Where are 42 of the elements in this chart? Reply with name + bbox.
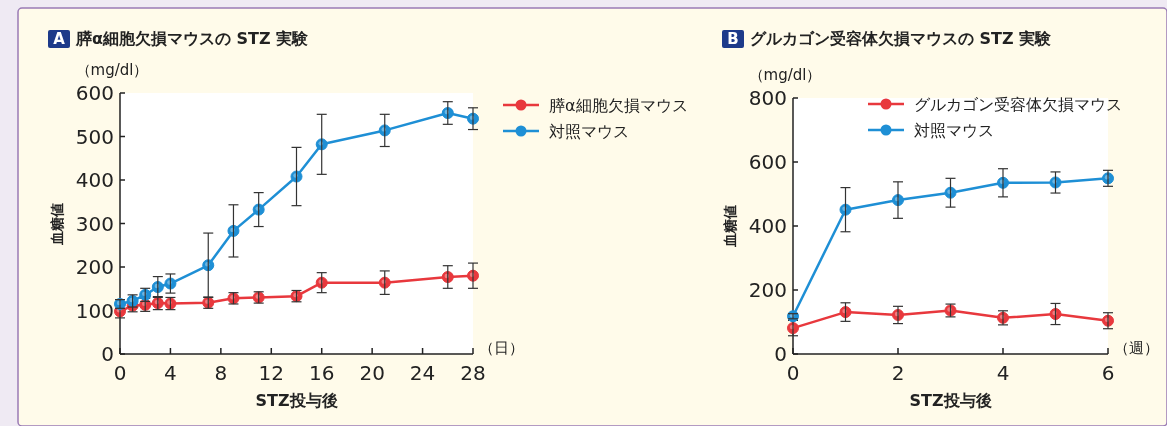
legend-item: グルカゴン受容体欠損マウス <box>868 95 1122 114</box>
legend-label: 対照マウス <box>914 121 994 140</box>
x-axis-title: STZ投与後 <box>909 391 992 410</box>
y-tick-label: 400 <box>75 168 114 192</box>
legend-item: 対照マウス <box>503 122 629 141</box>
y-axis-title: 血糖値 <box>722 205 738 248</box>
text: （週） <box>1114 339 1159 357</box>
legend-label: 対照マウス <box>549 122 629 141</box>
text: A <box>53 30 66 48</box>
x-tick-label: 16 <box>308 361 335 385</box>
x-tick-label: 6 <box>1101 361 1115 385</box>
x-tick-label: 2 <box>891 361 905 385</box>
y-tick-label: 0 <box>774 342 787 366</box>
y-tick-label: 200 <box>748 278 787 302</box>
x-tick-label: 24 <box>409 361 436 385</box>
y-tick-label: 300 <box>75 211 114 236</box>
legend-label: グルカゴン受容体欠損マウス <box>914 95 1122 114</box>
x-tick-label: 4 <box>996 361 1010 385</box>
x-axis-title: STZ投与後 <box>255 391 338 410</box>
text: B <box>727 30 739 48</box>
text: （日） <box>479 339 524 357</box>
y-tick-label: 600 <box>748 150 787 174</box>
chart-title: グルカゴン受容体欠損マウスの STZ 実験 <box>750 29 1053 48</box>
legend-item: 対照マウス <box>868 121 994 140</box>
y-tick-label: 0 <box>101 342 114 366</box>
y-tick-label: 600 <box>75 81 114 105</box>
legend-label: 膵α細胞欠損マウス <box>549 96 688 115</box>
chart-title: 膵α細胞欠損マウスの STZ 実験 <box>75 29 310 48</box>
x-tick-label: 4 <box>164 361 177 385</box>
y-tick-label: 500 <box>75 124 114 149</box>
x-tick-label: 20 <box>359 361 385 385</box>
y-tick-label: 200 <box>75 255 114 279</box>
x-tick-label: 28 <box>460 361 486 385</box>
y-tick-label: 100 <box>75 298 114 323</box>
y-axis-title: 血糖値 <box>49 202 65 246</box>
legend-item: 膵α細胞欠損マウス <box>503 96 688 115</box>
x-tick-label: 12 <box>258 361 285 385</box>
y-tick-label: 400 <box>748 214 787 238</box>
x-tick-label: 8 <box>214 361 228 385</box>
text: （mg/dl） <box>748 66 822 84</box>
y-tick-label: 800 <box>748 86 787 110</box>
text: （mg/dl） <box>75 61 149 79</box>
